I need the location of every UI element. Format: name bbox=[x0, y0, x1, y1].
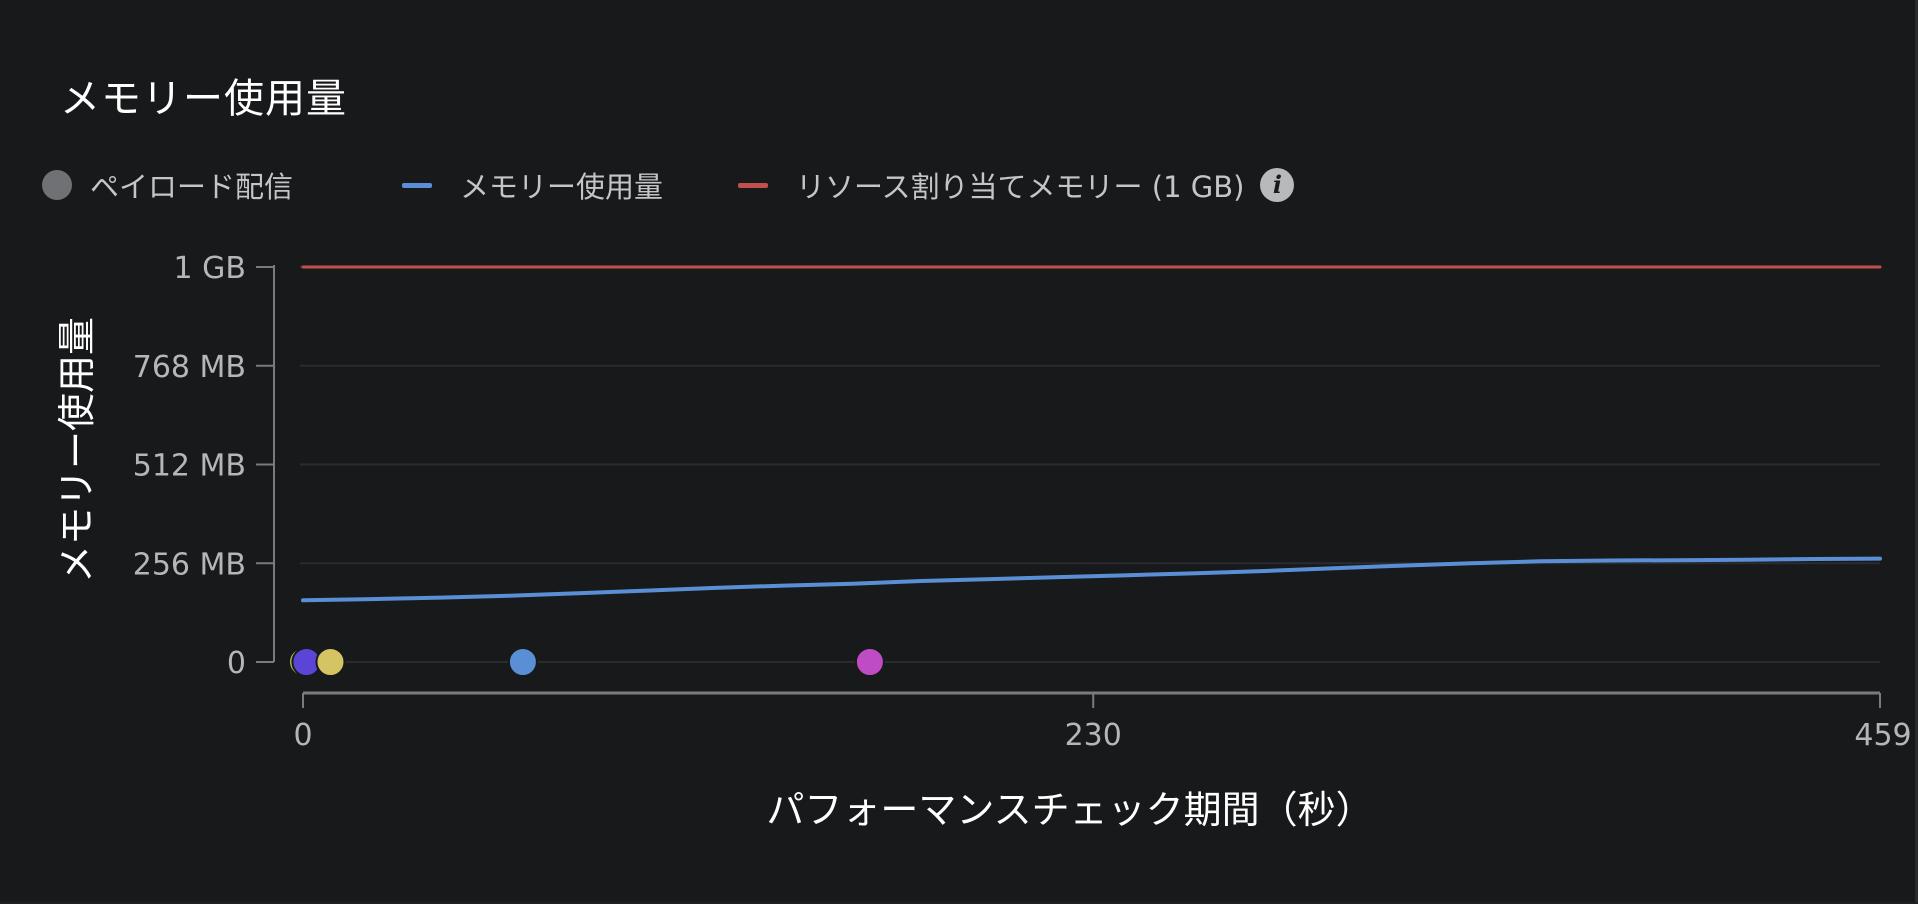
payload-point bbox=[854, 647, 885, 677]
chart-title: メモリー使用量 bbox=[60, 76, 347, 122]
legend-item-allocated[interactable]: リソース割り当てメモリー (1 GB) i bbox=[738, 160, 1295, 210]
y-tick-label: 0 bbox=[227, 646, 246, 681]
legend-item-memory[interactable]: メモリー使用量 bbox=[402, 160, 663, 210]
y-tick-label: 768 MB bbox=[133, 350, 246, 385]
payload-legend-dot-icon bbox=[42, 170, 72, 200]
payload-points-layer bbox=[288, 647, 885, 677]
info-icon[interactable]: i bbox=[1260, 168, 1295, 202]
legend-label-allocated: リソース割り当てメモリー (1 GB) bbox=[796, 170, 1245, 204]
memory-usage-line bbox=[301, 556, 1882, 603]
series-layer bbox=[301, 265, 1882, 603]
x-tick-label: 459 bbox=[1854, 718, 1911, 753]
y-tick-label: 1 GB bbox=[174, 251, 246, 286]
chart-legend: ペイロード配信 メモリー使用量 リソース割り当てメモリー (1 GB) i bbox=[0, 160, 1918, 210]
payload-point bbox=[315, 647, 346, 677]
y-tick-label: 256 MB bbox=[133, 547, 246, 582]
x-tick-label: 230 bbox=[1065, 718, 1122, 753]
y-axis-title: メモリー使用量 bbox=[55, 317, 99, 583]
axes-layer: 0 256 MB 512 MB 768 MB 1 GB 0 230 459 bbox=[133, 251, 1912, 753]
memory-legend-line-icon bbox=[402, 182, 432, 188]
x-axis-title: パフォーマンスチェック期間（秒） bbox=[766, 788, 1373, 832]
panel-right-edge bbox=[1915, 0, 1918, 904]
x-tick-label: 0 bbox=[293, 718, 312, 753]
panel-bottom-edge bbox=[0, 902, 1918, 904]
y-tick-label: 512 MB bbox=[133, 449, 246, 484]
legend-label-payload: ペイロード配信 bbox=[90, 170, 294, 204]
allocated-legend-line-icon bbox=[738, 182, 768, 188]
legend-label-memory: メモリー使用量 bbox=[460, 170, 664, 204]
legend-item-payload[interactable]: ペイロード配信 bbox=[42, 160, 293, 210]
payload-point bbox=[507, 647, 538, 677]
grid-layer bbox=[300, 266, 1880, 663]
